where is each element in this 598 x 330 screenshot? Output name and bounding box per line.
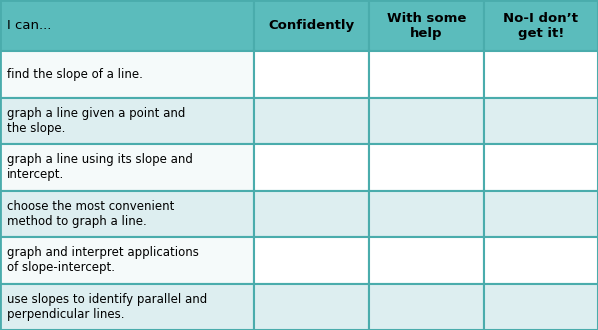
Bar: [484, 237, 598, 283]
Bar: [0, 144, 254, 191]
Bar: [0, 191, 254, 237]
Text: I can...: I can...: [7, 19, 51, 32]
Bar: [369, 0, 484, 51]
Text: graph a line given a point and
the slope.: graph a line given a point and the slope…: [7, 107, 185, 135]
Text: No-I don’t
get it!: No-I don’t get it!: [504, 12, 578, 40]
Bar: [254, 191, 369, 237]
Bar: [254, 0, 369, 51]
Bar: [254, 283, 369, 330]
Bar: [0, 98, 254, 144]
Bar: [0, 0, 254, 51]
Text: find the slope of a line.: find the slope of a line.: [7, 68, 143, 81]
Bar: [254, 51, 369, 98]
Text: choose the most convenient
method to graph a line.: choose the most convenient method to gra…: [7, 200, 175, 228]
Bar: [369, 283, 484, 330]
Bar: [484, 144, 598, 191]
Bar: [0, 51, 254, 98]
Bar: [484, 98, 598, 144]
Bar: [254, 98, 369, 144]
Text: use slopes to identify parallel and
perpendicular lines.: use slopes to identify parallel and perp…: [7, 293, 208, 321]
Bar: [369, 51, 484, 98]
Text: graph a line using its slope and
intercept.: graph a line using its slope and interce…: [7, 153, 193, 182]
Bar: [369, 98, 484, 144]
Bar: [484, 0, 598, 51]
Bar: [369, 191, 484, 237]
Bar: [484, 191, 598, 237]
Bar: [0, 237, 254, 283]
Bar: [484, 283, 598, 330]
Bar: [0, 283, 254, 330]
Bar: [369, 237, 484, 283]
Bar: [254, 237, 369, 283]
Bar: [369, 144, 484, 191]
Bar: [484, 51, 598, 98]
Text: Confidently: Confidently: [269, 19, 355, 32]
Text: With some
help: With some help: [387, 12, 466, 40]
Bar: [254, 144, 369, 191]
Text: graph and interpret applications
of slope-intercept.: graph and interpret applications of slop…: [7, 246, 199, 274]
